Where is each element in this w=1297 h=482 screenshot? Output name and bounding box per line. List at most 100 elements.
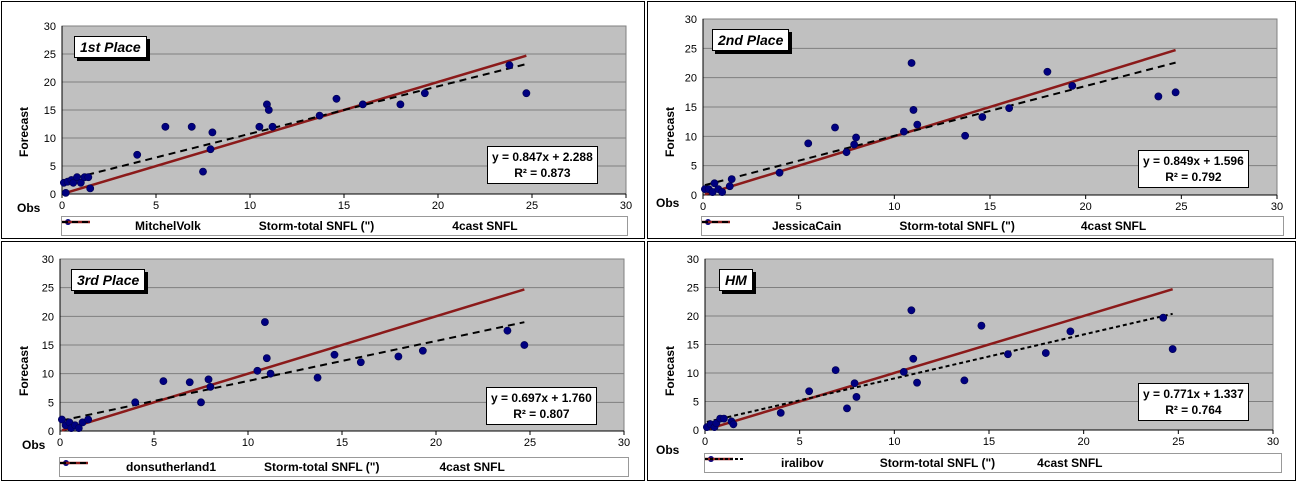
forecast-trend-line bbox=[61, 321, 525, 422]
data-point bbox=[842, 148, 851, 157]
data-point bbox=[725, 182, 734, 191]
y-tick-label: 0 bbox=[50, 189, 56, 201]
y-tick-label: 0 bbox=[48, 426, 54, 438]
x-tick-label: 30 bbox=[618, 437, 630, 449]
x-tick-label: 0 bbox=[57, 437, 63, 449]
data-point bbox=[84, 415, 93, 424]
x-tick-label: 0 bbox=[59, 200, 65, 212]
trendline-equation-box: y = 0.847x + 2.288 R² = 0.873 bbox=[487, 146, 598, 184]
legend-series-label: JessicaCain bbox=[772, 219, 842, 233]
data-point bbox=[852, 393, 861, 401]
x-tick-label: 5 bbox=[151, 437, 157, 449]
x-tick-label: 25 bbox=[524, 437, 536, 449]
r-squared: R² = 0.807 bbox=[513, 407, 570, 421]
legend: donsutherland1 Storm-total SNFL (") 4cas… bbox=[59, 457, 629, 477]
data-point bbox=[977, 321, 986, 330]
scatter-plot-1st-place: 0 5 10 15 20 25 30 0 5 10 15 20 25 30 bbox=[44, 21, 632, 212]
data-point bbox=[899, 127, 908, 136]
data-point bbox=[720, 414, 728, 423]
x-tick-label: 20 bbox=[1078, 436, 1090, 448]
legend-item-4cast: 4cast SNFL bbox=[702, 219, 1146, 233]
trendline-equation-box: y = 0.771x + 1.337 R² = 0.764 bbox=[1138, 383, 1249, 421]
y-tick-label: 30 bbox=[685, 14, 697, 26]
x-tick-label: 0 bbox=[700, 201, 706, 213]
data-point bbox=[268, 122, 277, 131]
data-point bbox=[204, 375, 213, 384]
data-point bbox=[804, 139, 813, 148]
x-tick-label: 20 bbox=[432, 200, 444, 212]
data-point bbox=[710, 179, 719, 188]
data-point bbox=[262, 354, 271, 363]
data-point bbox=[978, 113, 987, 121]
data-point bbox=[729, 420, 738, 429]
chart-panel-hm: 0 5 10 15 20 25 30 0 5 10 15 20 25 30 Forecast Obs HM… bbox=[647, 241, 1296, 481]
x-tick-label: 5 bbox=[797, 436, 803, 448]
data-point bbox=[57, 415, 66, 424]
x-tick-label: 15 bbox=[983, 436, 995, 448]
legend-dashed-line-marker bbox=[60, 462, 88, 464]
x-tick-label: 20 bbox=[430, 437, 442, 449]
data-point bbox=[831, 366, 840, 375]
y-tick-label: 25 bbox=[687, 283, 699, 295]
y-tick-label: 20 bbox=[687, 311, 699, 323]
r-squared: R² = 0.764 bbox=[1165, 403, 1222, 417]
data-point bbox=[843, 404, 851, 413]
legend-item-storm-total: Storm-total SNFL (") bbox=[62, 219, 375, 233]
chart-panel-1st-place: 0 5 10 15 20 25 30 0 5 10 15 20 25 30 Forecast Obs 1s… bbox=[1, 1, 645, 239]
x-tick-label: 25 bbox=[1172, 436, 1184, 448]
data-point bbox=[831, 123, 839, 132]
legend-dashed-line-marker bbox=[702, 221, 730, 223]
data-point bbox=[1168, 345, 1177, 353]
forecast-trend-line bbox=[63, 63, 527, 182]
data-point bbox=[73, 173, 81, 182]
storm-total-line bbox=[61, 288, 525, 432]
data-point bbox=[330, 350, 339, 359]
legend-storm-label: Storm-total SNFL (") bbox=[258, 219, 375, 233]
legend-forecast-label: 4cast SNFL bbox=[452, 219, 518, 233]
data-point bbox=[1066, 327, 1075, 336]
y-tick-label: 10 bbox=[44, 133, 56, 145]
y-tick-label: 0 bbox=[693, 425, 699, 437]
data-point bbox=[315, 111, 324, 120]
data-point bbox=[907, 306, 916, 315]
data-point bbox=[1154, 92, 1163, 101]
legend-storm-label: Storm-total SNFL (") bbox=[879, 456, 996, 470]
scatter-plot-3rd-place: 0 5 10 15 20 25 30 0 5 10 15 20 25 30 bbox=[42, 254, 630, 449]
data-point bbox=[187, 122, 196, 131]
storm-total-line bbox=[706, 288, 1174, 431]
x-tick-label: 10 bbox=[242, 437, 254, 449]
data-point bbox=[1041, 349, 1050, 357]
legend-series-label: iralibov bbox=[781, 456, 824, 470]
y-tick-label: 30 bbox=[42, 254, 54, 266]
y-tick-label: 5 bbox=[691, 161, 697, 173]
legend-item-storm-total: Storm-total SNFL (") bbox=[60, 460, 379, 474]
legend: iralibov Storm-total SNFL (") 4cast SNFL bbox=[704, 453, 1282, 473]
data-point bbox=[505, 61, 514, 70]
data-point bbox=[332, 94, 341, 103]
legend-item-series: iralibov bbox=[708, 456, 824, 470]
data-point bbox=[776, 408, 785, 417]
data-point bbox=[520, 341, 529, 349]
data-point bbox=[185, 378, 194, 387]
data-point bbox=[206, 145, 215, 154]
x-axis-label: Obs bbox=[22, 438, 46, 452]
y-tick-label: 5 bbox=[693, 397, 699, 409]
x-tick-label: 30 bbox=[620, 200, 632, 212]
y-axis-label: Forecast bbox=[663, 345, 677, 397]
data-point bbox=[907, 59, 916, 67]
r-squared: R² = 0.873 bbox=[514, 166, 571, 180]
data-point bbox=[264, 106, 273, 114]
y-tick-label: 10 bbox=[42, 369, 54, 381]
y-tick-label: 20 bbox=[44, 77, 56, 89]
legend: JessicaCain Storm-total SNFL (") 4cast S… bbox=[701, 216, 1284, 236]
data-point bbox=[1159, 313, 1168, 322]
data-point bbox=[418, 346, 427, 355]
data-point bbox=[159, 377, 168, 386]
place-label: 3rd Place bbox=[71, 269, 146, 291]
y-tick-label: 25 bbox=[685, 43, 697, 55]
data-point bbox=[960, 376, 969, 385]
x-tick-label: 10 bbox=[244, 200, 256, 212]
trendline-equation: y = 0.849x + 1.596 bbox=[1143, 154, 1244, 168]
x-tick-label: 15 bbox=[338, 200, 350, 212]
legend-solid-line-marker bbox=[705, 457, 733, 461]
